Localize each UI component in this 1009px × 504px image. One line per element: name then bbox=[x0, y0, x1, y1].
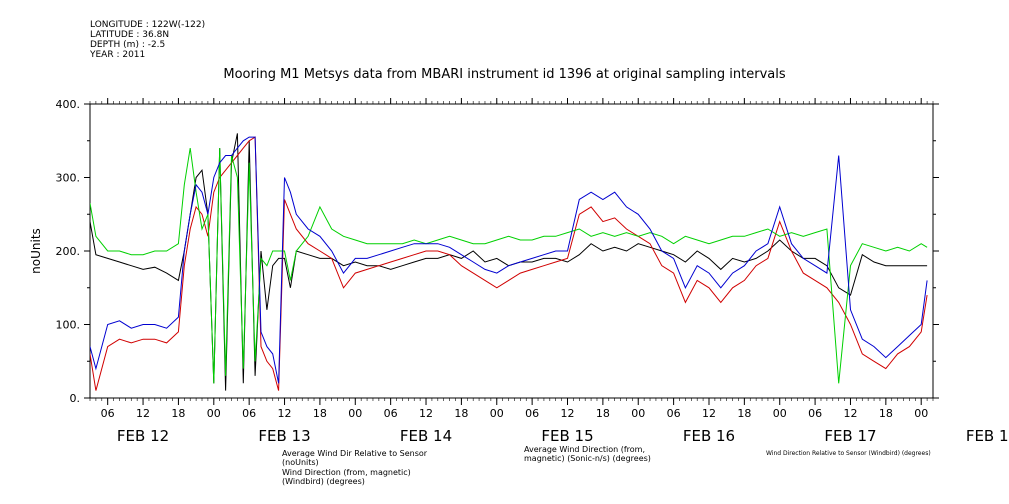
x-tick-label: 06 bbox=[242, 407, 256, 420]
x-tick-label: 18 bbox=[596, 407, 610, 420]
x-tick-label: 12 bbox=[561, 407, 575, 420]
y-tick-label: 300. bbox=[56, 172, 81, 185]
x-tick-label: 00 bbox=[914, 407, 928, 420]
day-label: FEB 14 bbox=[400, 427, 452, 445]
x-tick-label: 00 bbox=[490, 407, 504, 420]
x-tick-label: 12 bbox=[419, 407, 433, 420]
x-tick-label: 00 bbox=[631, 407, 645, 420]
latitude-label: LATITUDE : 36.8N bbox=[90, 30, 170, 40]
legend-label-4: Wind Direction (from, magnetic) (Windbir… bbox=[282, 468, 411, 486]
x-tick-label: 12 bbox=[136, 407, 150, 420]
legend-label-3: Wind Direction Relative to Sensor (Windb… bbox=[766, 450, 931, 457]
depth-label: DEPTH (m) : -2.5 bbox=[90, 40, 166, 50]
y-axis-label: noUnits bbox=[29, 228, 43, 274]
x-tick-label: 18 bbox=[879, 407, 893, 420]
x-tick-label: 18 bbox=[171, 407, 185, 420]
x-tick-label: 06 bbox=[525, 407, 539, 420]
y-tick-label: 200. bbox=[56, 245, 81, 258]
x-tick-label: 00 bbox=[207, 407, 221, 420]
y-tick-label: 100. bbox=[56, 319, 81, 332]
x-tick-label: 06 bbox=[667, 407, 681, 420]
series-line-4 bbox=[90, 136, 928, 384]
day-label: FEB 18 bbox=[966, 427, 1009, 445]
day-label: FEB 16 bbox=[683, 427, 735, 445]
day-label: FEB 12 bbox=[117, 427, 169, 445]
x-tick-label: 12 bbox=[278, 407, 292, 420]
x-tick-label: 00 bbox=[773, 407, 787, 420]
day-label: FEB 13 bbox=[258, 427, 310, 445]
x-tick-label: 06 bbox=[384, 407, 398, 420]
day-label: FEB 17 bbox=[824, 427, 876, 445]
plot-frame bbox=[89, 103, 934, 399]
y-tick-label: 400. bbox=[56, 98, 81, 111]
x-tick-label: 18 bbox=[737, 407, 751, 420]
longitude-label: LONGITUDE : 122W(-122) bbox=[90, 20, 206, 30]
y-tick-label: 0. bbox=[70, 392, 81, 405]
x-tick-label: 12 bbox=[843, 407, 857, 420]
x-tick-label: 06 bbox=[101, 407, 115, 420]
metadata-block: LONGITUDE : 122W(-122) LATITUDE : 36.8N … bbox=[90, 20, 205, 60]
x-tick-label: 18 bbox=[454, 407, 468, 420]
day-label: FEB 15 bbox=[541, 427, 593, 445]
legend-label-1: Average Wind Dir Relative to Sensor (noU… bbox=[282, 449, 428, 467]
x-tick-label: 06 bbox=[808, 407, 822, 420]
x-tick-label: 00 bbox=[348, 407, 362, 420]
chart-title: Mooring M1 Metsys data from MBARI instru… bbox=[223, 67, 786, 82]
series-line-2 bbox=[90, 136, 928, 391]
x-tick-label: 12 bbox=[702, 407, 716, 420]
year-label: YEAR : 2011 bbox=[90, 50, 146, 60]
legend-label-2: Average Wind Direction (from, magnetic) … bbox=[524, 445, 651, 463]
x-tick-label: 18 bbox=[313, 407, 327, 420]
